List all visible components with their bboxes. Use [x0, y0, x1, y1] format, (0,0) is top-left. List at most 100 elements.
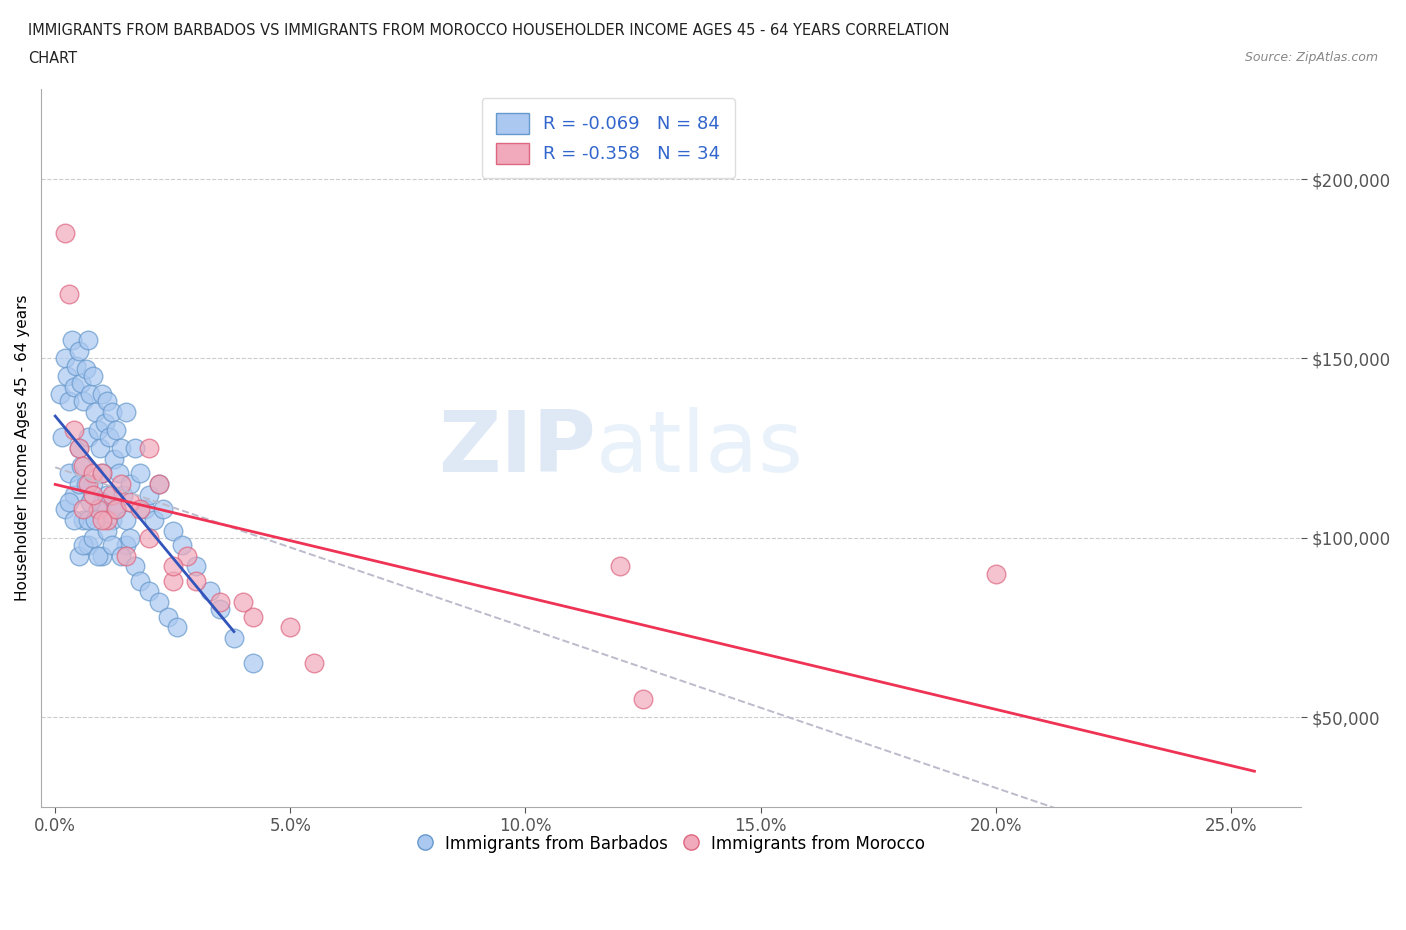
Legend: Immigrants from Barbados, Immigrants from Morocco: Immigrants from Barbados, Immigrants fro… [411, 828, 931, 859]
Point [100, 512, 122, 527]
Point [53, 351, 76, 365]
Point [105, 501, 128, 516]
Point [91, 495, 114, 510]
Point [82, 369, 104, 384]
Point [112, 487, 135, 502]
Point [186, 573, 208, 588]
Point [208, 595, 231, 610]
Point [86, 501, 108, 516]
Point [208, 602, 231, 617]
Point [91, 466, 114, 481]
Point [100, 487, 122, 502]
Point [58, 466, 80, 481]
Point [67, 344, 90, 359]
Point [162, 573, 184, 588]
Point [91, 387, 114, 402]
Point [114, 538, 136, 552]
Point [138, 584, 160, 599]
Point [67, 441, 90, 456]
Point [98, 430, 121, 445]
Point [70, 376, 93, 391]
Point [96, 523, 118, 538]
Point [242, 609, 264, 624]
Point [70, 458, 93, 473]
Point [77, 512, 100, 527]
Text: Source: ZipAtlas.com: Source: ZipAtlas.com [1244, 51, 1378, 64]
Point [631, 692, 654, 707]
Point [67, 476, 90, 491]
Point [56, 369, 79, 384]
Point [110, 548, 132, 563]
Point [148, 595, 170, 610]
Point [114, 512, 136, 527]
Point [114, 405, 136, 419]
Point [128, 573, 150, 588]
Point [103, 451, 125, 466]
Point [72, 512, 94, 527]
Point [124, 441, 146, 456]
Point [148, 476, 170, 491]
Point [107, 466, 129, 481]
Point [91, 548, 114, 563]
Point [67, 441, 90, 456]
Text: CHART: CHART [28, 51, 77, 66]
Point [114, 548, 136, 563]
Point [82, 466, 104, 481]
Point [53, 225, 76, 240]
Point [110, 476, 132, 491]
Point [93, 416, 115, 431]
Point [172, 538, 194, 552]
Point [75, 362, 97, 377]
Point [86, 501, 108, 516]
Text: IMMIGRANTS FROM BARBADOS VS IMMIGRANTS FROM MOROCCO HOUSEHOLDER INCOME AGES 45 -: IMMIGRANTS FROM BARBADOS VS IMMIGRANTS F… [28, 23, 949, 38]
Text: atlas: atlas [596, 406, 804, 489]
Point [138, 441, 160, 456]
Text: ZIP: ZIP [437, 406, 596, 489]
Point [157, 609, 180, 624]
Point [100, 405, 122, 419]
Point [96, 487, 118, 502]
Point [186, 559, 208, 574]
Point [63, 512, 86, 527]
Point [82, 530, 104, 545]
Point [77, 538, 100, 552]
Point [75, 476, 97, 491]
Point [105, 501, 128, 516]
Point [242, 656, 264, 671]
Point [60, 333, 83, 348]
Point [609, 559, 631, 574]
Point [120, 476, 142, 491]
Point [105, 422, 128, 437]
Point [82, 476, 104, 491]
Point [72, 458, 94, 473]
Point [128, 501, 150, 516]
Y-axis label: Householder Income Ages 45 - 64 years: Householder Income Ages 45 - 64 years [15, 295, 30, 602]
Point [105, 501, 128, 516]
Point [152, 501, 174, 516]
Point [72, 538, 94, 552]
Point [138, 487, 160, 502]
Point [984, 566, 1007, 581]
Point [86, 422, 108, 437]
Point [84, 512, 107, 527]
Point [96, 512, 118, 527]
Point [89, 441, 111, 456]
Point [58, 394, 80, 409]
Point [138, 530, 160, 545]
Point [82, 487, 104, 502]
Point [72, 394, 94, 409]
Point [63, 379, 86, 394]
Point [200, 584, 222, 599]
Point [124, 559, 146, 574]
Point [100, 538, 122, 552]
Point [134, 501, 156, 516]
Point [53, 501, 76, 516]
Point [120, 530, 142, 545]
Point [91, 512, 114, 527]
Point [110, 441, 132, 456]
Point [63, 487, 86, 502]
Point [51, 430, 73, 445]
Point [143, 512, 166, 527]
Point [77, 430, 100, 445]
Point [77, 333, 100, 348]
